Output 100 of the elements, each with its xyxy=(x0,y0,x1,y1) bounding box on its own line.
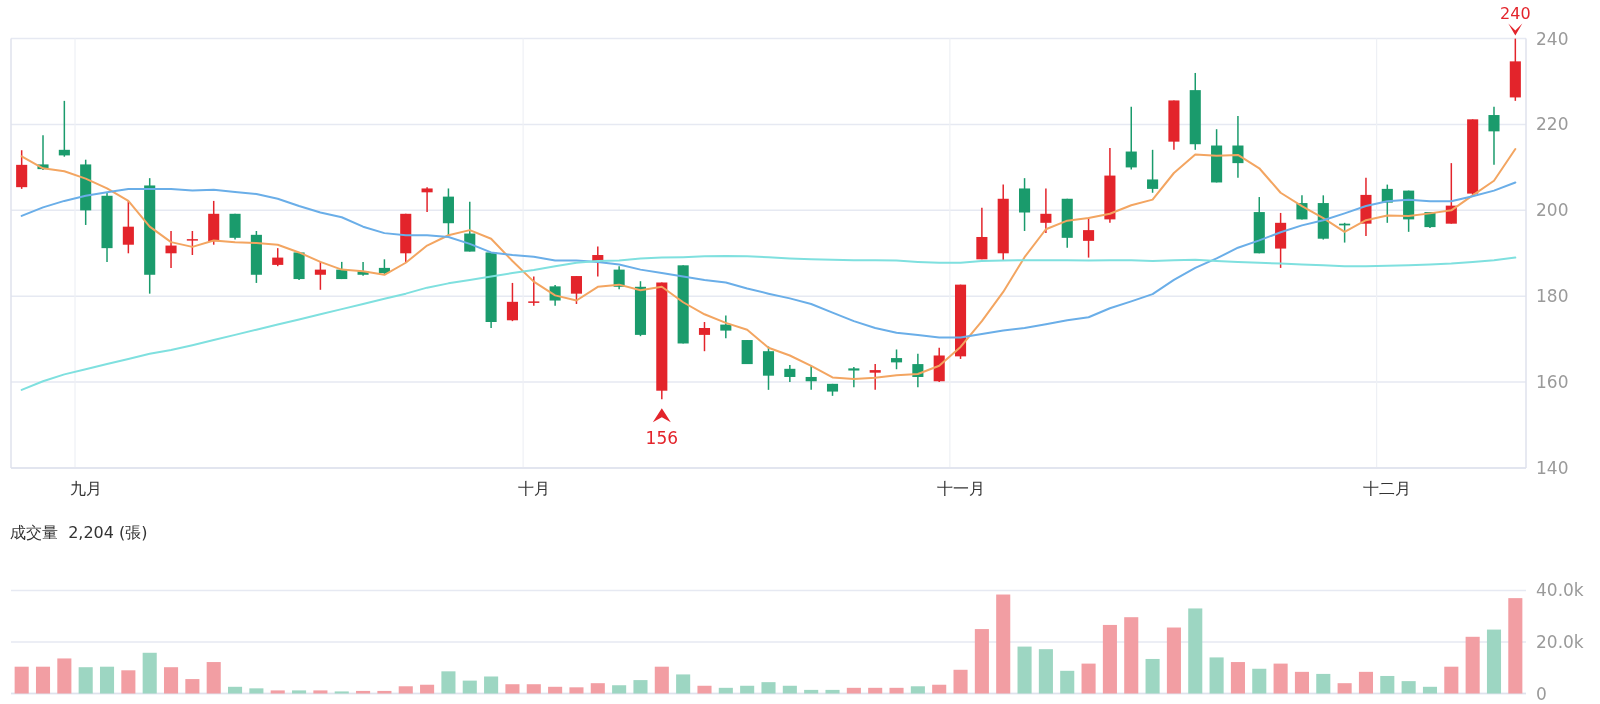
bar xyxy=(1038,649,1053,694)
candlestick xyxy=(506,282,518,322)
bar xyxy=(889,687,904,694)
line-series xyxy=(20,147,1517,381)
bar xyxy=(206,662,221,694)
bar xyxy=(163,667,179,694)
candlestick xyxy=(186,230,198,256)
bar xyxy=(697,685,712,694)
bar xyxy=(441,671,456,694)
bar xyxy=(1188,608,1203,694)
bar xyxy=(185,679,200,694)
bar xyxy=(99,666,115,694)
bar xyxy=(313,690,328,694)
bar xyxy=(377,690,392,694)
annotation: 240 xyxy=(1500,3,1531,23)
bar xyxy=(1081,663,1096,694)
candlestick xyxy=(848,366,860,389)
candlestick xyxy=(720,314,732,340)
x-tick-label: 十一月 xyxy=(936,479,985,498)
bar xyxy=(1444,666,1459,694)
bar xyxy=(78,667,93,694)
bar xyxy=(676,674,691,694)
candlestick xyxy=(869,363,881,391)
bar xyxy=(505,684,520,694)
bar xyxy=(740,685,755,694)
bar xyxy=(270,690,285,694)
bar xyxy=(1337,683,1352,694)
bar xyxy=(1124,617,1139,694)
bar xyxy=(228,686,243,694)
y-tick-label: 180 xyxy=(1536,286,1569,307)
bar xyxy=(1166,627,1181,694)
bar xyxy=(1230,662,1245,694)
chart-title: 成交量 2,204 (張) xyxy=(10,523,148,543)
bar xyxy=(974,629,989,694)
bar xyxy=(804,689,819,694)
bar xyxy=(590,683,605,694)
bar xyxy=(334,691,349,694)
bar xyxy=(1294,671,1309,694)
bar xyxy=(1209,657,1224,694)
bar xyxy=(1465,636,1480,694)
bar xyxy=(1145,658,1160,694)
candlestick xyxy=(1083,216,1095,259)
y-tick-label: 200 xyxy=(1536,200,1569,221)
x-tick-label: 十二月 xyxy=(1363,479,1412,498)
bar xyxy=(142,652,157,694)
bar xyxy=(1273,663,1288,694)
bar xyxy=(1060,670,1075,694)
candlestick xyxy=(165,230,177,269)
bar xyxy=(953,669,968,694)
bar xyxy=(569,687,584,694)
bar xyxy=(121,670,136,694)
bar xyxy=(420,684,435,694)
candlestick xyxy=(1488,106,1500,166)
bar xyxy=(1316,673,1331,694)
candlestick xyxy=(16,149,28,190)
bar xyxy=(292,690,307,694)
candlestick xyxy=(805,364,817,391)
bar xyxy=(526,684,541,694)
bar xyxy=(846,687,861,694)
candlestick xyxy=(314,261,326,291)
bar xyxy=(633,680,648,694)
candlestick xyxy=(890,348,903,370)
bar xyxy=(1017,646,1032,694)
candlestick xyxy=(122,200,134,255)
y-tick-label: 0 xyxy=(1536,683,1547,704)
bar xyxy=(398,686,413,694)
bar xyxy=(1252,668,1267,694)
candlestick xyxy=(1125,106,1137,171)
bar xyxy=(932,684,947,694)
bar xyxy=(868,687,883,694)
y-tick-label: 240 xyxy=(1536,28,1569,49)
candlestick xyxy=(272,247,284,267)
bar xyxy=(1401,681,1416,694)
y-tick-label: 140 xyxy=(1536,458,1569,478)
y-tick-label: 220 xyxy=(1536,114,1569,135)
y-tick-label: 160 xyxy=(1536,372,1569,393)
x-tick-label: 九月 xyxy=(69,479,102,498)
bar xyxy=(1508,598,1523,694)
bar xyxy=(1380,675,1395,694)
bar xyxy=(718,687,733,694)
bar xyxy=(825,689,840,694)
candlestick xyxy=(570,275,583,305)
candlestick xyxy=(1040,187,1052,234)
bar xyxy=(35,666,51,694)
bar xyxy=(462,680,477,694)
bar xyxy=(548,686,563,694)
annotation: 156 xyxy=(645,428,679,449)
candlestick xyxy=(421,186,433,213)
bar xyxy=(1102,624,1117,694)
bar xyxy=(1358,671,1373,694)
x-tick-label: 十月 xyxy=(517,479,550,498)
candlestick xyxy=(1147,149,1159,194)
bar xyxy=(612,685,627,694)
candlestick xyxy=(976,207,988,261)
bar xyxy=(910,686,925,694)
y-tick-label: 20.0k xyxy=(1536,631,1584,652)
bar xyxy=(484,676,499,694)
bar xyxy=(654,666,669,694)
bar xyxy=(1486,629,1502,694)
bar xyxy=(1422,686,1438,694)
